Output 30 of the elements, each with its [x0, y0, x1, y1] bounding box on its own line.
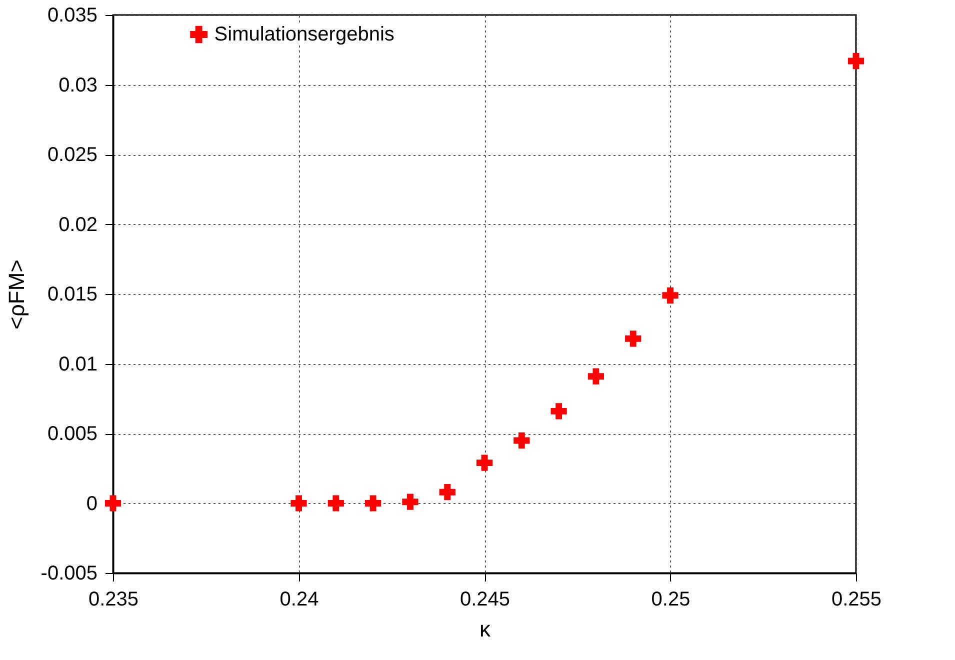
point	[402, 494, 418, 510]
point	[104, 495, 122, 512]
legend-label: Simulationsergebnis	[214, 24, 394, 46]
y-axis-title: <ρFM>	[4, 260, 29, 330]
point	[625, 330, 642, 347]
y-tick-label: 0.035	[47, 4, 98, 26]
y-tick-label: 0.01	[58, 353, 98, 376]
y-tick-label: -0.005	[40, 562, 98, 584]
x-tick-label: 0.235	[88, 588, 139, 610]
x-tick-label: 0.24	[280, 588, 319, 610]
point	[476, 454, 493, 471]
point	[662, 287, 678, 304]
y-tick-label: 0	[86, 492, 98, 515]
x-axis-title: κ	[480, 616, 492, 642]
y-tick-label: 0.025	[47, 144, 98, 166]
x-tick-label: 0.25	[651, 588, 690, 610]
point	[328, 495, 344, 512]
point	[588, 368, 604, 384]
point	[848, 52, 864, 70]
point	[514, 432, 530, 449]
x-tick-label: 0.245	[460, 588, 510, 610]
x-tick-label: 0.255	[831, 588, 882, 610]
y-tick-label: 0.03	[58, 74, 98, 96]
point	[364, 495, 382, 512]
point	[439, 484, 456, 500]
y-tick-label: 0.005	[47, 423, 98, 445]
y-tick-label: 0.02	[58, 214, 98, 236]
point	[550, 403, 567, 420]
y-tick-label: 0.015	[47, 284, 98, 306]
point	[290, 495, 307, 512]
